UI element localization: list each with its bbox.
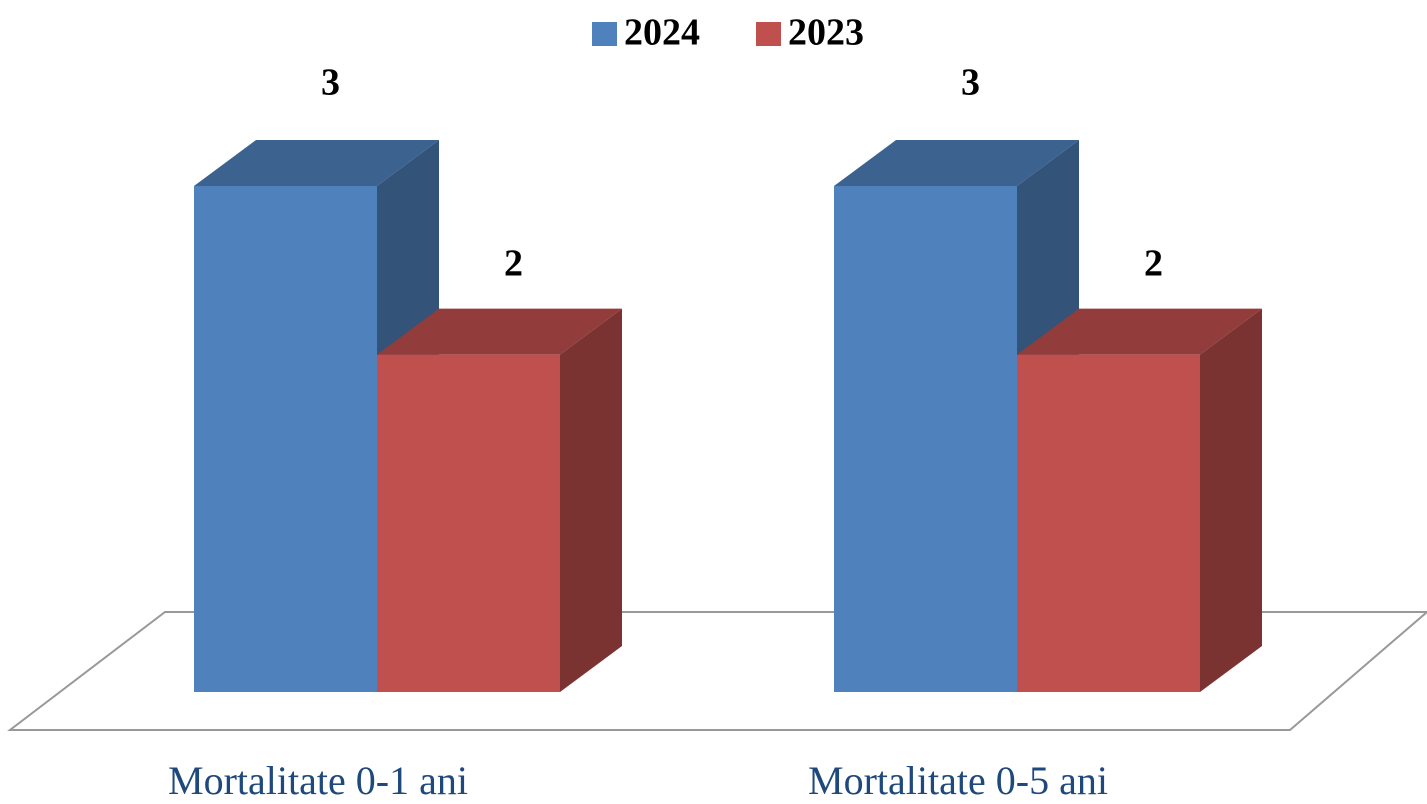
data-label: 2: [1144, 242, 1163, 284]
legend-swatch: [592, 22, 617, 46]
data-label: 3: [961, 62, 980, 104]
bar: [1017, 308, 1262, 692]
data-label: 2: [504, 242, 523, 284]
legend-label: 2023: [788, 12, 864, 54]
bar-top: [377, 308, 622, 355]
x-tick-label: Mortalitate 0-5 ani: [808, 758, 1108, 803]
bar: [377, 308, 622, 692]
bar-front: [834, 186, 1017, 692]
bar-top: [834, 140, 1079, 186]
legend-label: 2024: [624, 12, 700, 54]
bar: [834, 140, 1079, 692]
bar-side: [560, 308, 622, 692]
bar-front: [377, 354, 560, 692]
x-tick-label: Mortalitate 0-1 ani: [168, 758, 468, 803]
bar-top: [194, 140, 439, 186]
bar-side: [1200, 308, 1262, 692]
bar-front: [1017, 354, 1200, 692]
data-label: 3: [321, 62, 340, 104]
bar-front: [194, 186, 377, 692]
bar-top: [1017, 308, 1262, 355]
legend-swatch: [756, 22, 781, 46]
